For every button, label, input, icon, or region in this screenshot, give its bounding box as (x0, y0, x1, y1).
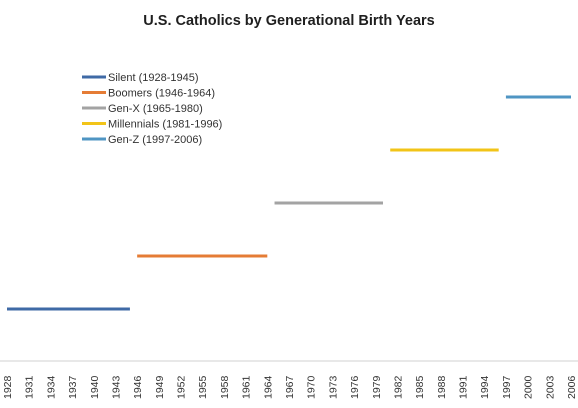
legend-item: Gen-Z (1997-2006) (82, 134, 202, 146)
x-tick-label: 2000 (523, 375, 535, 399)
x-tick-label: 1967 (284, 375, 296, 399)
x-tick-label: 1994 (479, 375, 491, 399)
x-tick-label: 2006 (566, 375, 578, 399)
legend-item: Gen-X (1965-1980) (82, 103, 203, 115)
legend-item: Silent (1928-1945) (82, 72, 199, 84)
x-tick-label: 1973 (327, 375, 339, 399)
legend-label: Silent (1928-1945) (108, 72, 199, 84)
x-tick-label: 1952 (176, 375, 188, 399)
chart-title: U.S. Catholics by Generational Birth Yea… (143, 13, 434, 29)
x-tick-label: 1979 (371, 375, 383, 399)
legend-label: Gen-Z (1997-2006) (108, 134, 202, 146)
x-tick-label: 1988 (436, 375, 448, 399)
x-tick-label: 1928 (2, 375, 14, 399)
x-tick-label: 1997 (501, 375, 513, 399)
series-layer (7, 95, 571, 311)
x-tick-label: 1985 (414, 375, 426, 399)
legend-label: Millennials (1981-1996) (108, 119, 222, 131)
x-tick-label: 1949 (154, 375, 166, 399)
x-tick-label: 1970 (306, 375, 318, 399)
x-tick-label: 1991 (458, 375, 470, 399)
x-tick-label: 1958 (219, 375, 231, 399)
legend-item: Millennials (1981-1996) (82, 119, 222, 131)
x-tick-label: 1976 (349, 375, 361, 399)
x-tick-label: 1961 (241, 375, 253, 399)
legend-item: Boomers (1946-1964) (82, 88, 215, 100)
x-tick-label: 1934 (45, 375, 57, 399)
x-tick-label: 1982 (392, 375, 404, 399)
x-tick-label: 1955 (197, 375, 209, 399)
x-tick-label: 1940 (89, 375, 101, 399)
x-tick-label: 1931 (24, 375, 36, 399)
x-tick-label: 1937 (67, 375, 79, 399)
x-tick-label: 1964 (262, 375, 274, 399)
x-tick-label: 1946 (132, 375, 144, 399)
legend: Silent (1928-1945) Boomers (1946-1964) Gen… (82, 72, 222, 146)
x-tick-label: 2003 (544, 375, 556, 399)
x-axis-ticks: 1928 1931 1934 1937 1940 1943 1946 1949 1952 1955… (2, 375, 578, 399)
legend-label: Gen-X (1965-1980) (108, 103, 203, 115)
x-tick-label: 1943 (110, 375, 122, 399)
legend-label: Boomers (1946-1964) (108, 88, 215, 100)
